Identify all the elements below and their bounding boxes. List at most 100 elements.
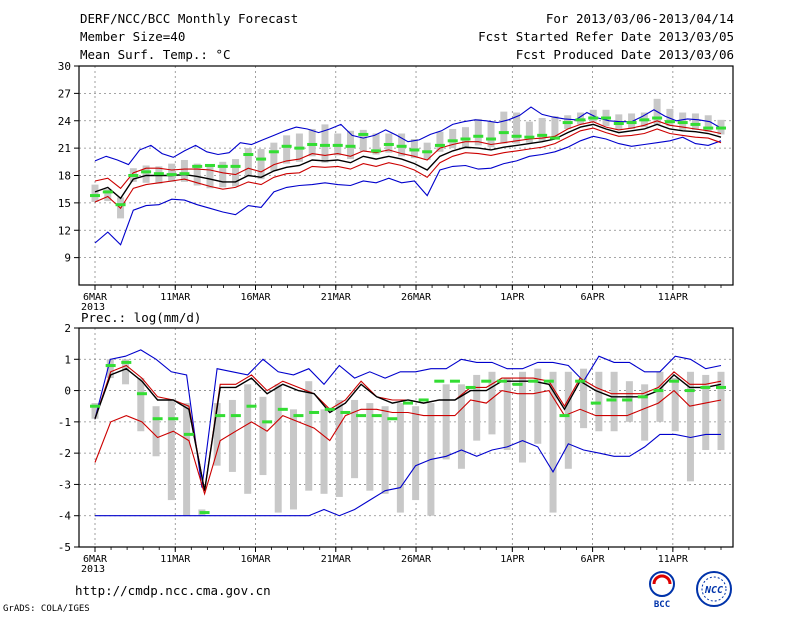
ncc-logo-text: NCC [704,585,723,596]
temp-median-mark [613,121,624,125]
temp-spread-box [219,161,227,188]
prec-spread-box [228,399,236,472]
prec-median-mark [403,401,413,405]
prec-spread-box [488,371,496,435]
temp-median-mark [703,126,714,130]
prec-median-mark [246,404,257,408]
prec-lower-line [94,389,722,496]
prec-median-mark [653,389,664,393]
prec-spread-box [396,403,404,513]
prec-spread-box [671,378,679,432]
prec-median-mark [215,414,226,418]
prec-spread-box [549,371,557,513]
temp-x-tick-label: 6MAR [83,292,108,303]
prec-median-mark [90,404,100,408]
temp-median-mark [601,116,612,120]
prec-x-tick-label: 1APR [500,554,525,565]
prec-median-mark [356,414,367,418]
prec-spread-box [137,378,145,432]
prec-median-mark [434,379,445,383]
prec-min-line [95,433,721,517]
temp-spread-box [321,124,329,163]
prec-y-tick-label: 0 [64,385,71,398]
ncc-logo: NCC [696,571,732,607]
temp-median-mark [179,172,190,176]
prec-spread-box [351,399,359,479]
temp-x-tick-label: 11APR [658,292,689,303]
temp-median-mark [204,163,215,167]
temp-y-tick-label: 30 [58,60,71,73]
temp-x-tick-label: 16MAR [240,292,271,303]
temp-y-tick-label: 18 [58,170,71,183]
temp-median-mark [524,135,535,139]
prec-median-mark [575,379,586,383]
prec-spread-box [335,399,343,497]
temp-x-tick-label: 1APR [500,292,525,303]
temp-spread-box [487,121,495,148]
prec-median-mark [121,360,132,364]
chart-title: DERF/NCC/BCC Monthly Forecast [80,11,299,26]
variable-label: Mean Surf. Temp.: °C [80,47,231,62]
forecast-started-label: Fcst Started Refer Date 2013/03/05 [478,29,734,44]
temp-median-mark [677,121,688,125]
prec-spread-box [534,368,542,444]
prec-spread-box [641,384,649,441]
temp-median-mark [511,134,522,138]
prec-spread-box [152,406,160,457]
prec-y-tick-label: -3 [58,478,71,491]
temp-median-mark [307,142,318,146]
prec-spread-box [259,396,267,476]
member-size-label: Member Size=40 [80,29,186,44]
temp-spread-box [538,118,546,141]
temp-median-mark [192,164,203,168]
temp-spread-box [308,128,316,157]
prec-panel-title: Prec.: log(mm/d) [81,310,201,325]
prec-y-tick-label: -1 [58,416,71,429]
temp-max-line [94,106,722,166]
temp-median-mark [319,143,330,147]
temp-median-mark [537,133,548,137]
temp-x-tick-label: 21MAR [321,292,352,303]
prec-median-mark [481,379,492,383]
temp-y-tick-label: 9 [64,252,71,265]
temp-spread-box [500,111,508,144]
prec-max-line [94,349,722,488]
prec-spread-box [381,406,389,494]
prec-median-mark [669,379,680,383]
prec-median-mark [559,414,570,418]
prec-spread-box [457,384,465,469]
temp-median-mark [422,150,433,154]
temp-median-mark [90,194,100,198]
prec-x-tick-label: 26MAR [401,554,432,565]
prec-spread-box [442,384,450,460]
prec-x-tick-label: 21MAR [321,554,352,565]
temp-spread-box [180,159,188,182]
prec-median-mark [262,420,273,424]
temp-median-mark [230,164,241,168]
temp-x-tick-label: 11MAR [160,292,191,303]
temp-median-mark [549,136,560,140]
temp-mean-line [94,123,722,200]
temp-median-mark [626,121,637,125]
prec-spread-box [167,399,175,501]
prec-spread-box [564,371,572,469]
prec-median-mark [168,417,179,421]
temp-median-mark [268,150,279,154]
prec-y-tick-label: -4 [58,510,72,523]
temp-median-mark [639,118,650,122]
prec-spread-box [717,371,725,451]
temp-y-tick-label: 21 [58,142,71,155]
temp-year-label: 2013 [81,302,105,313]
temp-median-mark [486,137,497,141]
temp-median-mark [128,174,139,177]
prec-year-label: 2013 [81,564,105,575]
prec-spread-box [625,381,633,422]
temp-median-mark [141,170,152,174]
prec-median-mark [637,395,648,399]
temp-y-tick-label: 27 [58,87,71,100]
temp-spread-box [283,135,291,164]
temp-median-mark [447,139,458,143]
temp-spread-box [232,159,240,187]
prec-spread-box [274,384,282,513]
